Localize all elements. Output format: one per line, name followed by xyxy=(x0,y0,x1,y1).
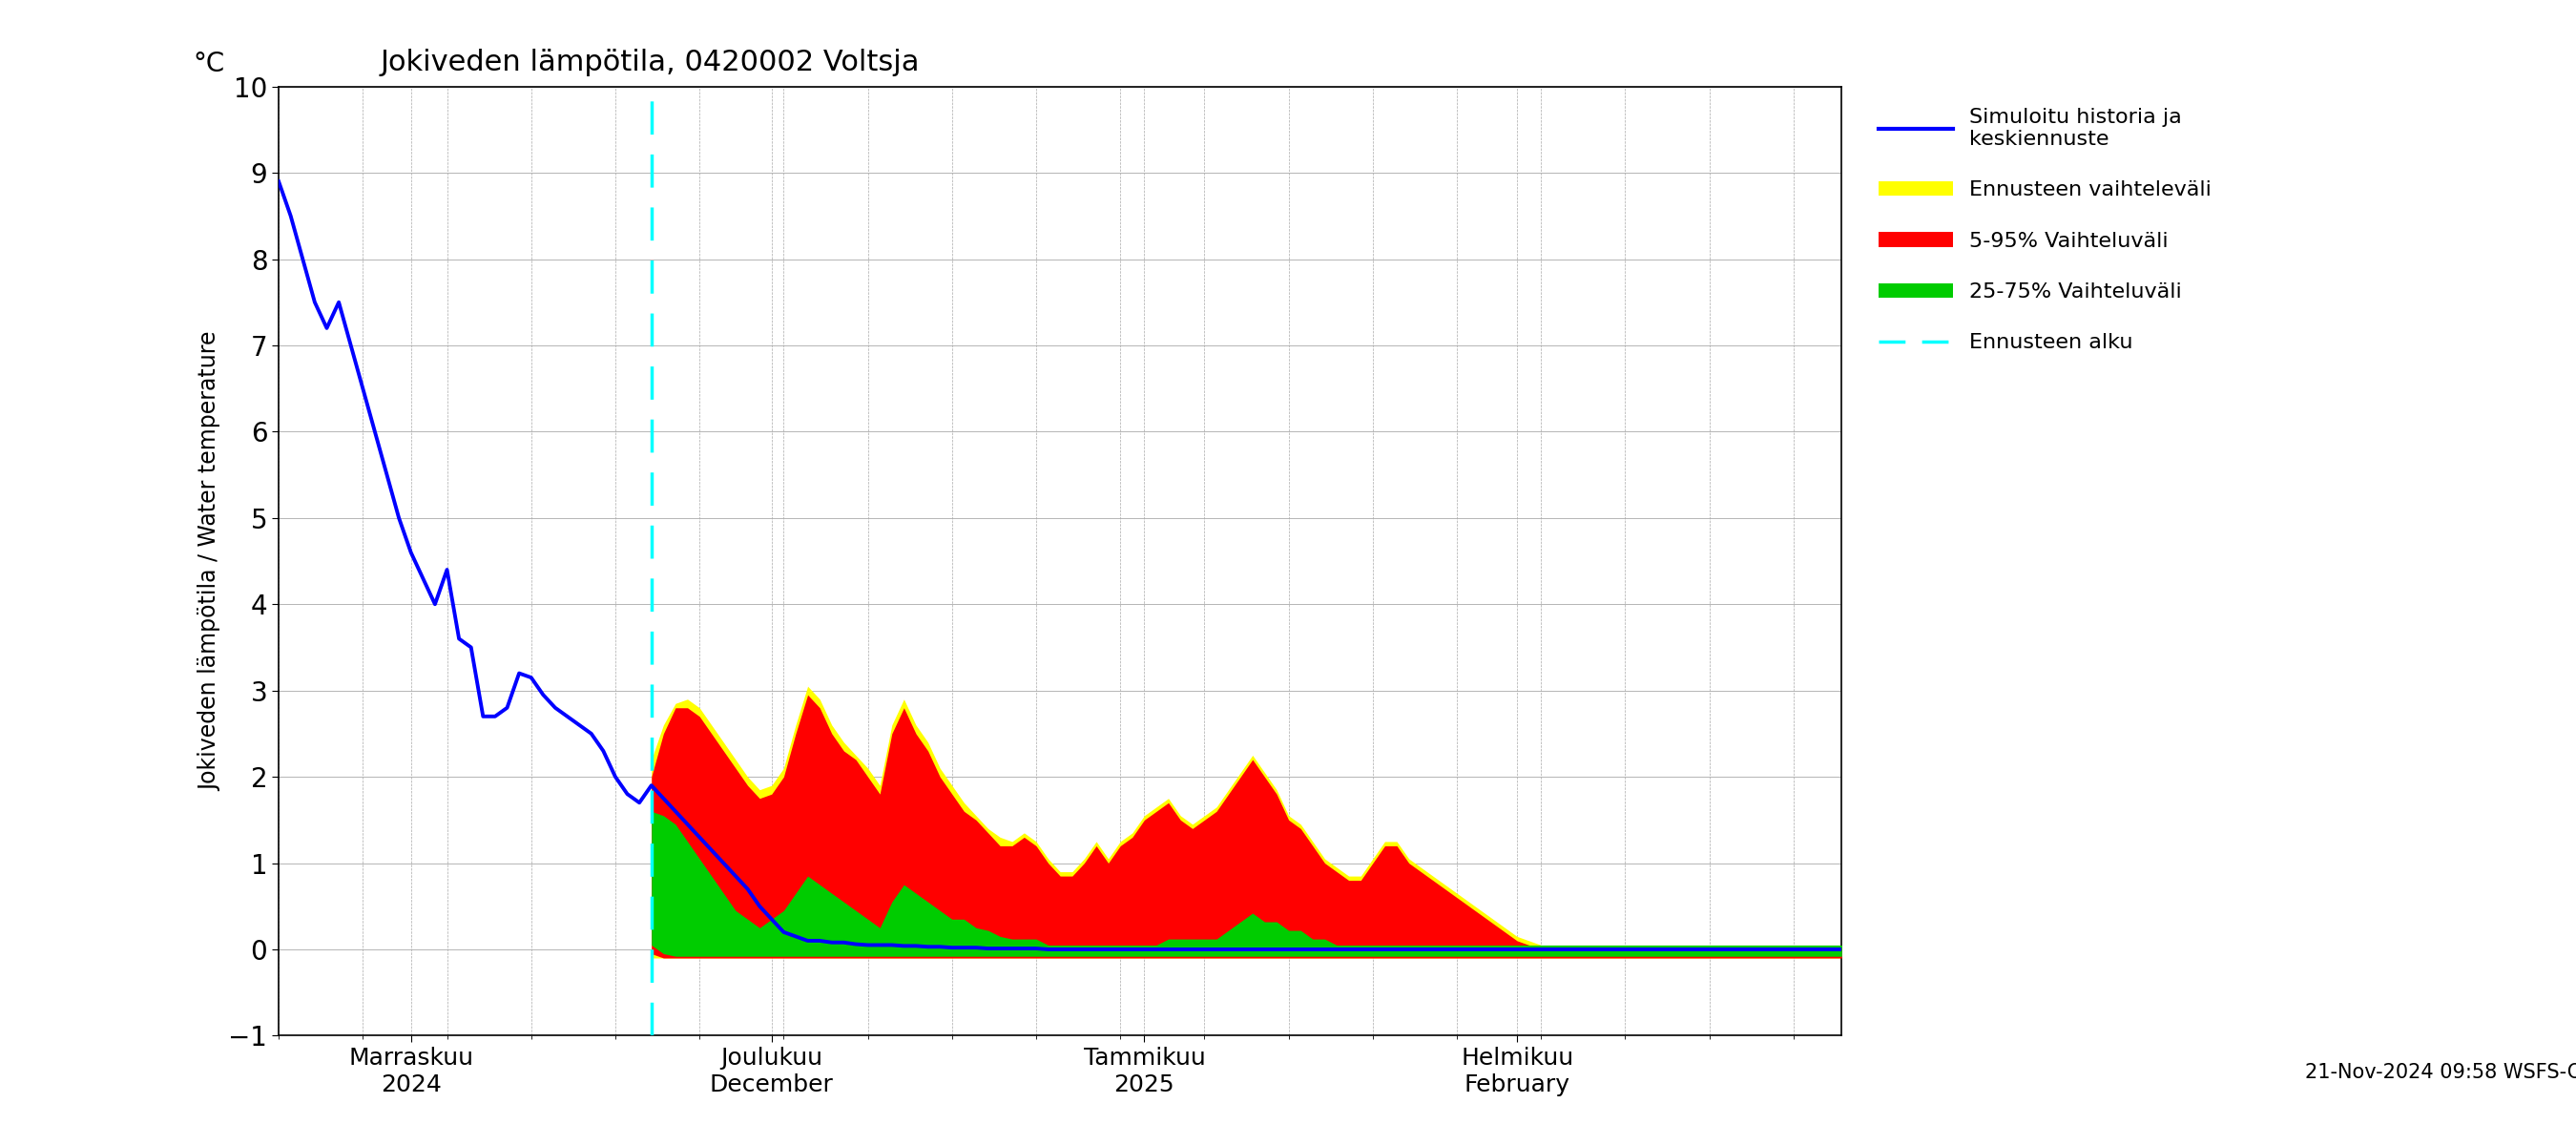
Legend: Simuloitu historia ja
keskiennuste, Ennusteen vaihteleväli, 5-95% Vaihteluväli, : Simuloitu historia ja keskiennuste, Ennu… xyxy=(1868,97,2223,363)
Y-axis label: Jokiveden lämpötila / Water temperature: Jokiveden lämpötila / Water temperature xyxy=(198,331,222,791)
Text: Jokiveden lämpötila, 0420002 Voltsja: Jokiveden lämpötila, 0420002 Voltsja xyxy=(381,48,920,77)
Text: °C: °C xyxy=(193,50,224,77)
Text: 21-Nov-2024 09:58 WSFS-O: 21-Nov-2024 09:58 WSFS-O xyxy=(2306,1063,2576,1082)
